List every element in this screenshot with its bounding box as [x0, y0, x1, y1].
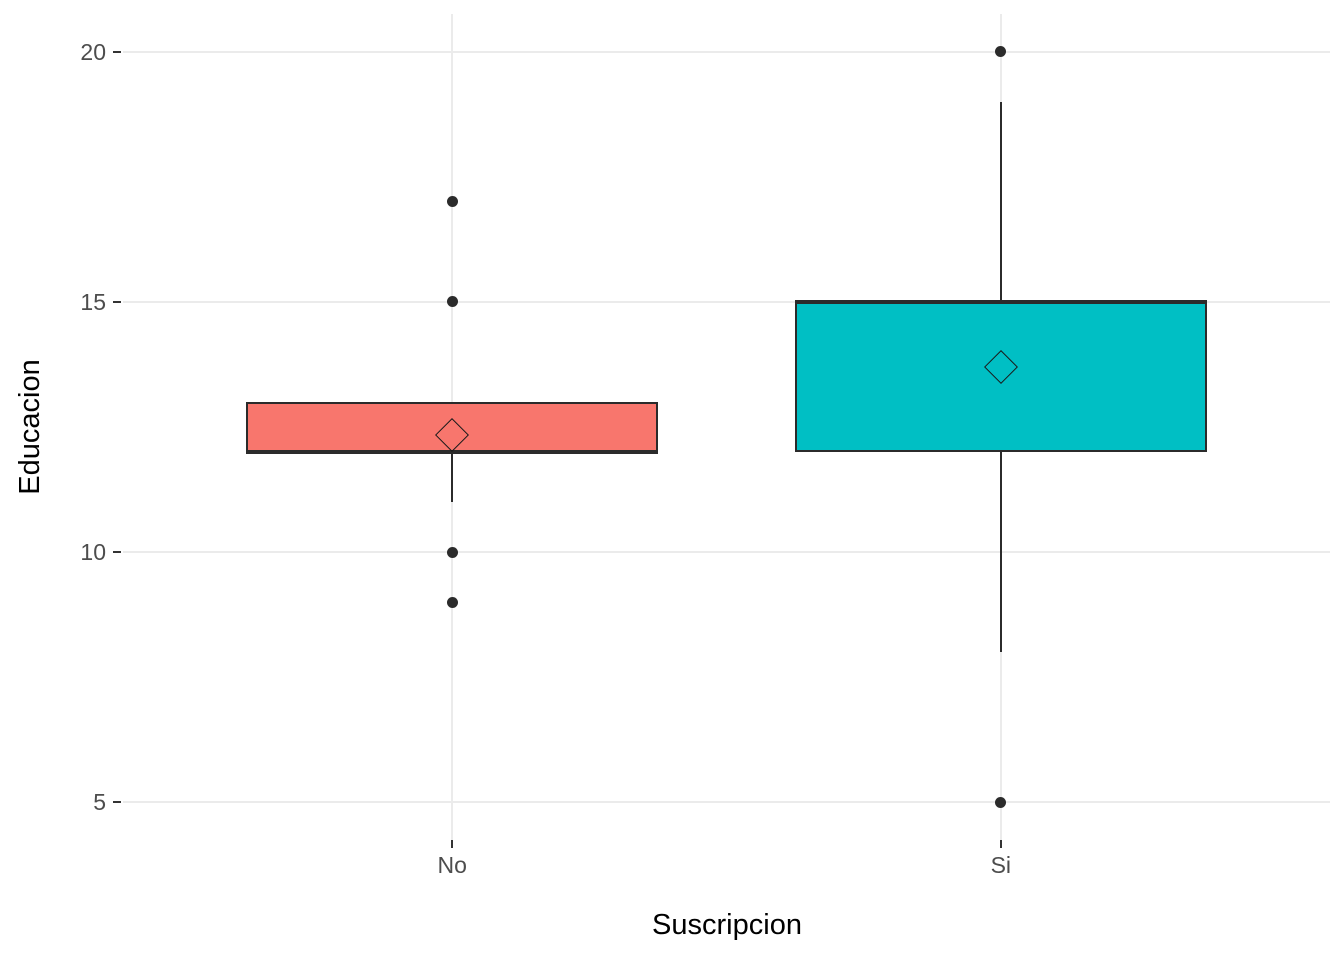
outlier-point-no [446, 546, 458, 558]
boxplot-box-no [246, 401, 658, 453]
lower-whisker-si [999, 452, 1002, 653]
y-tick-label: 20 [80, 38, 106, 65]
x-axis-title: Suscripcion [652, 909, 802, 941]
outlier-point-no [446, 296, 458, 308]
h-gridline [123, 551, 1330, 554]
y-tick-mark [113, 300, 121, 303]
h-gridline [123, 300, 1330, 303]
y-axis-title: Educacion [14, 359, 46, 495]
upper-whisker-si [999, 101, 1002, 302]
median-line-si [795, 299, 1207, 304]
y-tick-label: 10 [80, 539, 106, 566]
median-line-no [246, 450, 658, 455]
lower-whisker-no [451, 452, 454, 503]
y-tick-label: 15 [80, 288, 106, 315]
x-tick-label: No [437, 852, 467, 878]
y-tick-mark [113, 801, 121, 804]
y-tick-mark [113, 50, 121, 53]
h-gridline [123, 50, 1330, 53]
x-tick-mark [451, 840, 454, 848]
h-gridline [123, 801, 1330, 804]
y-tick-mark [113, 551, 121, 554]
outlier-point-si [995, 796, 1007, 808]
y-tick-label: 5 [93, 789, 106, 816]
outlier-point-si [995, 46, 1007, 58]
x-tick-mark [999, 840, 1002, 848]
outlier-point-no [446, 196, 458, 208]
boxplot-box-si [795, 301, 1207, 453]
outlier-point-no [446, 596, 458, 608]
x-tick-label: Si [990, 852, 1012, 878]
